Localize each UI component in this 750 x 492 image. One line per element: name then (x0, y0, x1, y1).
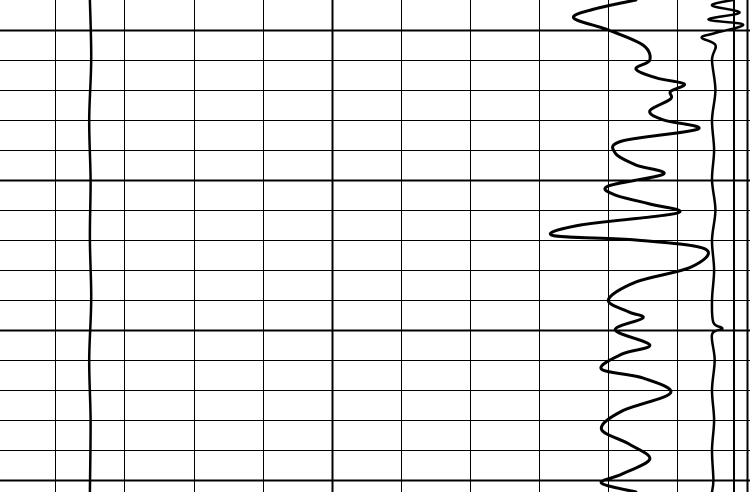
log-curve-right (700, 0, 745, 492)
curves (87, 0, 745, 492)
log-curve-left (87, 0, 93, 492)
log-curve-middle (549, 0, 710, 492)
